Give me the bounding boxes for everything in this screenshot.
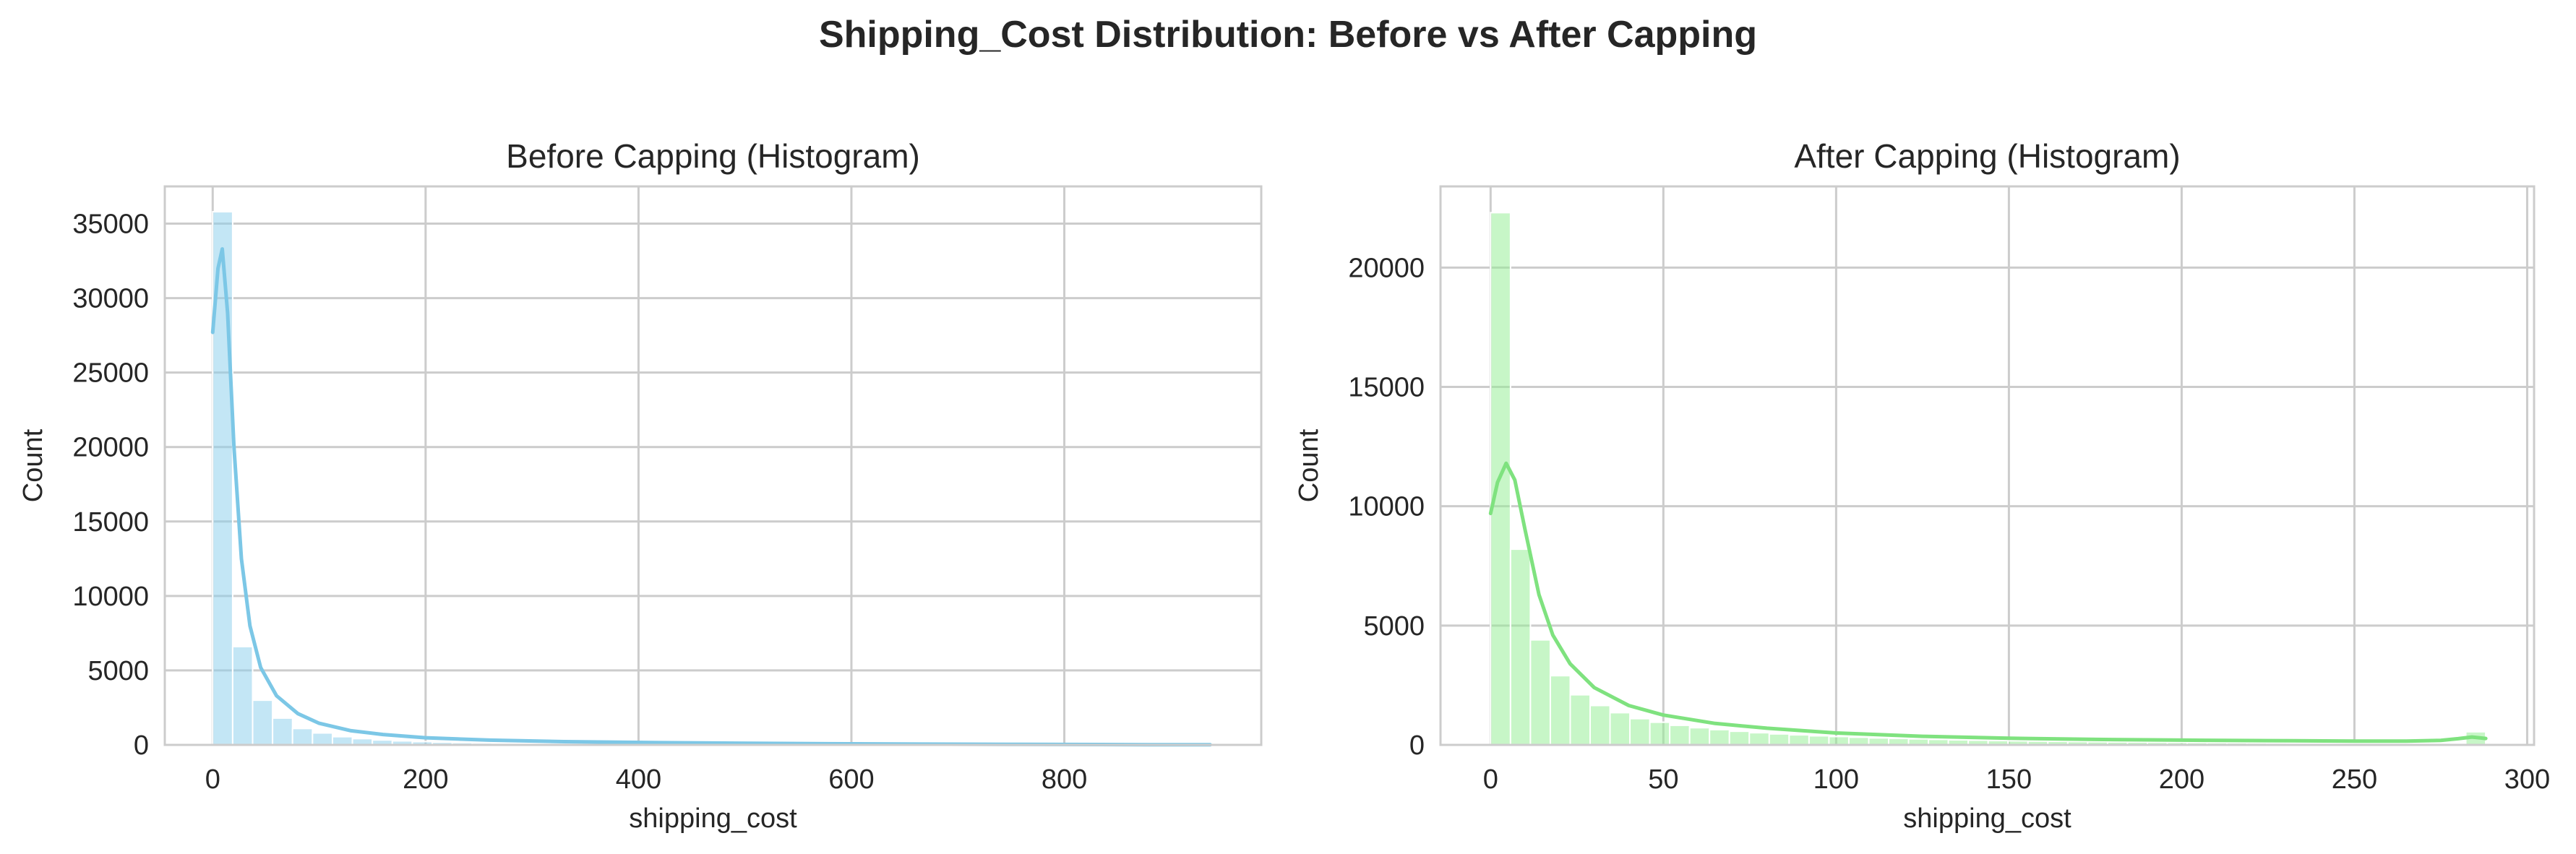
histogram-bar (1768, 733, 1790, 746)
y-tick-label: 20000 (1348, 253, 1425, 283)
histogram-bar (331, 736, 353, 746)
histogram-bar (1649, 721, 1671, 746)
x-axis-label: shipping_cost (1903, 803, 2071, 834)
after-capping-panel: 0 50 100 150 200 250 300 0 5000 10000 15000 20000 sh… (1294, 137, 2550, 834)
kde-curve (210, 247, 1212, 747)
histogram-bar (1549, 675, 1571, 746)
histogram-bar (252, 699, 274, 746)
histogram-bar (1529, 639, 1551, 746)
x-tick-label: 250 (2332, 764, 2377, 795)
y-tick-label: 35000 (72, 210, 149, 240)
y-tick-label: 5000 (87, 656, 149, 686)
histogram-bar (1589, 704, 1611, 746)
histogram-bar (1847, 736, 1870, 746)
histogram-bar (1828, 736, 1850, 746)
histogram-bar (1728, 730, 1751, 746)
x-tick-label: 200 (2159, 764, 2204, 795)
y-tick-label: 10000 (1348, 492, 1425, 522)
y-tick-label: 20000 (72, 433, 149, 463)
panel-title: Before Capping (Histogram) (506, 137, 920, 175)
y-axis-label: Count (18, 428, 48, 502)
x-tick-label: 100 (1813, 764, 1859, 795)
y-tick-label: 10000 (72, 582, 149, 612)
axes-frame (1439, 185, 2536, 746)
y-tick-label: 15000 (72, 507, 149, 538)
histogram-bar (291, 728, 314, 746)
x-tick-label: 300 (2504, 764, 2550, 795)
histogram-bar (312, 732, 333, 746)
histogram-bar (1788, 734, 1810, 746)
histogram-bar (1629, 717, 1651, 746)
x-tick-label: 0 (205, 764, 220, 795)
histogram-bar (272, 717, 293, 746)
y-tick-label: 0 (1409, 730, 1425, 761)
before-capping-panel: 0 200 400 600 800 0 5000 10000 15000 20000 25000 30… (18, 137, 1263, 834)
x-tick-label: 50 (1648, 764, 1678, 795)
y-tick-label: 5000 (1363, 611, 1425, 642)
x-tick-label: 0 (1483, 764, 1498, 795)
y-tick-label: 15000 (1348, 372, 1425, 402)
axes-frame (163, 185, 1263, 746)
histogram-bar (1509, 548, 1532, 746)
y-tick-label: 0 (134, 730, 149, 761)
x-tick-label: 200 (403, 764, 448, 795)
x-tick-label: 600 (828, 764, 874, 795)
histogram-bar (1609, 712, 1631, 746)
histogram-bar (1709, 728, 1730, 746)
histogram-bar (231, 645, 254, 746)
histogram-bar (1748, 732, 1770, 746)
histogram-bar (1569, 694, 1591, 746)
y-tick-label: 30000 (72, 284, 149, 314)
kde-curve (1488, 461, 2488, 743)
histogram-bar (1808, 735, 1830, 746)
panel-title: After Capping (Histogram) (1794, 137, 2180, 175)
y-tick-label: 25000 (72, 358, 149, 389)
y-axis-label: Count (1294, 428, 1324, 502)
x-tick-label: 400 (616, 764, 661, 795)
x-tick-label: 800 (1042, 764, 1087, 795)
histogram-bar (1669, 724, 1691, 746)
histogram-bar (1688, 727, 1711, 746)
x-tick-label: 150 (1986, 764, 2032, 795)
x-axis-label: shipping_cost (629, 803, 797, 834)
figure-title: Shipping_Cost Distribution: Before vs Af… (818, 14, 1758, 56)
